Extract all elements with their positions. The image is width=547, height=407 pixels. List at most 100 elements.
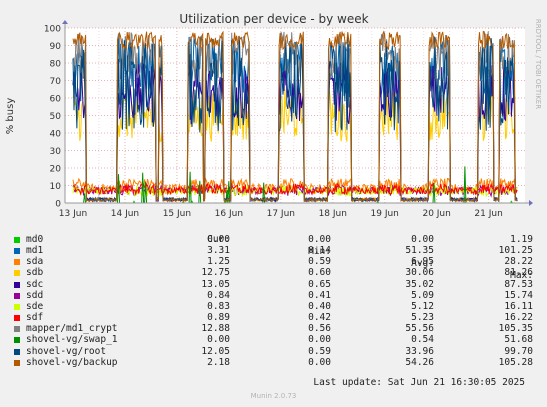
legend-avg: 5.09 bbox=[411, 289, 434, 301]
legend-swatch bbox=[14, 259, 20, 266]
legend-max: 16.22 bbox=[504, 312, 533, 324]
legend-min: 0.59 bbox=[308, 256, 331, 268]
legend-cur: 13.05 bbox=[201, 278, 230, 290]
x-tick-label: 20 Jun bbox=[422, 209, 450, 219]
x-tick-label: 15 Jun bbox=[163, 209, 191, 219]
legend-min: 0.00 bbox=[308, 356, 331, 368]
legend-row: shovel-vg/swap_1 0.00 0.00 0.54 51.68 bbox=[0, 334, 547, 346]
series-line-shovel-vg-root bbox=[72, 36, 518, 203]
legend-min: 0.41 bbox=[308, 289, 331, 301]
series-line-shovel-vg-backup bbox=[72, 30, 518, 203]
legend-series-name: shovel-vg/root bbox=[26, 345, 107, 357]
legend-min: 0.60 bbox=[308, 267, 331, 279]
legend-min: 0.42 bbox=[308, 312, 331, 324]
legend-avg: 0.00 bbox=[411, 234, 434, 245]
series-line-sdb bbox=[72, 89, 518, 203]
legend-avg: 5.23 bbox=[411, 312, 434, 324]
legend-avg: 6.95 bbox=[411, 256, 434, 268]
legend-swatch bbox=[14, 270, 20, 277]
last-update: Last update: Sat Jun 21 16:30:05 2025 bbox=[313, 377, 525, 388]
legend-max: 101.25 bbox=[498, 245, 533, 257]
legend-cur: 3.31 bbox=[207, 245, 230, 257]
y-tick-label: 50 bbox=[50, 112, 62, 122]
legend-series-name: sdd bbox=[26, 289, 44, 301]
y-tick-label: 30 bbox=[50, 147, 62, 157]
x-tick-label: 14 Jun bbox=[111, 209, 139, 219]
legend-min: 0.40 bbox=[308, 300, 331, 312]
legend-min: 0.00 bbox=[308, 334, 331, 346]
legend-avg: 35.02 bbox=[405, 278, 434, 290]
legend-avg: 0.54 bbox=[411, 334, 434, 346]
legend-cur: 2.18 bbox=[207, 356, 230, 368]
legend-min: 0.00 bbox=[308, 234, 331, 245]
legend-row: sde 0.83 0.40 5.12 16.11 bbox=[0, 301, 547, 313]
x-tick-label: 16 Jun bbox=[215, 209, 243, 219]
legend-max: 105.35 bbox=[498, 323, 533, 335]
column-avg: Avg: bbox=[411, 258, 434, 269]
legend-avg: 33.96 bbox=[405, 345, 434, 357]
y-tick-label: 80 bbox=[50, 60, 62, 70]
legend-cur: 1.25 bbox=[207, 256, 230, 268]
axes: 0 10 20 30 40 50 60 70 80 90 100 13 Jun 14 Jun 15 Jun… bbox=[44, 20, 533, 219]
y-tick-label: 60 bbox=[50, 95, 62, 105]
x-tick-label: 19 Jun bbox=[371, 209, 399, 219]
legend-max: 28.22 bbox=[504, 256, 533, 268]
y-axis-arrow bbox=[62, 20, 68, 24]
legend-min: 0.65 bbox=[308, 278, 331, 290]
legend-row: shovel-vg/backup 2.18 0.00 54.26 105.28 bbox=[0, 357, 547, 369]
legend-row: sdd 0.84 0.41 5.09 15.74 bbox=[0, 290, 547, 302]
y-tick-label: 0 bbox=[55, 200, 61, 210]
x-tick-label: 21 Jun bbox=[474, 209, 502, 219]
legend-cur: 0.00 bbox=[207, 234, 230, 245]
y-tick-label: 40 bbox=[50, 130, 62, 140]
legend-max: 51.68 bbox=[504, 334, 533, 346]
rrdtool-credit: RRDTOOL / TOBI OETIKER bbox=[534, 19, 542, 109]
legend-swatch bbox=[14, 237, 20, 243]
legend-series-name: sdc bbox=[26, 278, 44, 290]
legend-max: 15.74 bbox=[504, 289, 533, 301]
legend-swatch bbox=[14, 359, 20, 366]
legend-series-name: md0 bbox=[26, 234, 44, 245]
x-tick-label: 17 Jun bbox=[267, 209, 295, 219]
chart-title: Utilization per device - by week bbox=[179, 12, 368, 26]
legend-row: shovel-vg/root 12.05 0.59 33.96 99.70 bbox=[0, 346, 547, 358]
legend-swatch bbox=[14, 326, 20, 333]
series-line-sdf bbox=[72, 182, 518, 196]
legend-series-name: shovel-vg/backup bbox=[26, 356, 118, 368]
legend-max: 99.70 bbox=[504, 345, 533, 357]
legend-swatch bbox=[14, 348, 20, 355]
legend-swatch bbox=[14, 303, 20, 310]
x-axis-arrow bbox=[529, 200, 533, 206]
legend-row: sdc 13.05 0.65 35.02 87.53 bbox=[0, 279, 547, 291]
legend-header-row: Cur: Min: Avg: Max: bbox=[0, 222, 547, 281]
legend-max: 16.11 bbox=[504, 300, 533, 312]
legend-min: 0.56 bbox=[308, 323, 331, 335]
legend-row: sda 1.25 0.59 6.95 28.22 bbox=[0, 256, 547, 268]
legend-cur: 12.05 bbox=[201, 345, 230, 357]
legend-avg: 30.06 bbox=[405, 267, 434, 279]
legend-avg: 54.26 bbox=[405, 356, 434, 368]
column-min: Min: bbox=[308, 246, 331, 257]
legend-max: 1.19 bbox=[510, 234, 533, 245]
legend-swatch bbox=[14, 292, 20, 299]
y-tick-label: 10 bbox=[50, 182, 62, 192]
legend-min: 0.59 bbox=[308, 345, 331, 357]
x-tick-label: 18 Jun bbox=[319, 209, 347, 219]
y-tick-label: 100 bbox=[44, 25, 61, 35]
legend-cur: 0.89 bbox=[207, 312, 230, 324]
legend-row: sdf 0.89 0.42 5.23 16.22 bbox=[0, 312, 547, 324]
column-cur: Cur: bbox=[207, 234, 230, 245]
legend-avg: 51.35 bbox=[405, 245, 434, 257]
legend-series-name: mapper/md1_crypt bbox=[26, 323, 118, 335]
column-max: Max: bbox=[510, 270, 533, 281]
y-axis-label: % busy bbox=[5, 98, 16, 135]
munin-version: Munin 2.0.73 bbox=[250, 392, 297, 400]
legend-cur: 12.75 bbox=[201, 267, 230, 279]
legend-swatch bbox=[14, 248, 20, 255]
legend-series-name: sda bbox=[26, 256, 44, 268]
legend-series-name: sdf bbox=[26, 312, 44, 324]
legend-avg: 5.12 bbox=[411, 300, 434, 312]
legend-row: mapper/md1_crypt 12.88 0.56 55.56 105.35 bbox=[0, 323, 547, 335]
y-tick-label: 20 bbox=[50, 165, 62, 175]
